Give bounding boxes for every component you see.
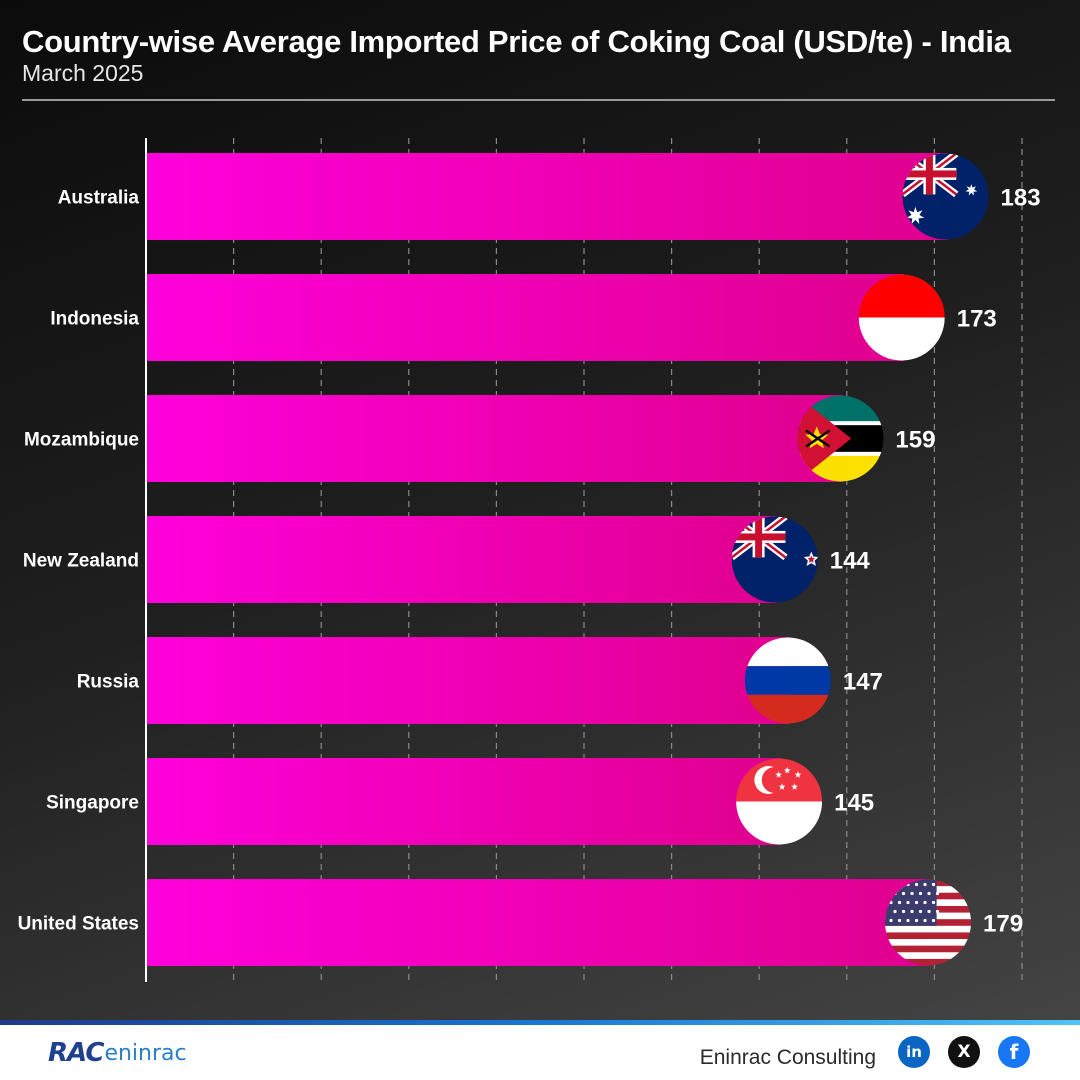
bar-mozambique [146,395,843,482]
united-states-flag-icon [885,879,972,966]
value-label: 173 [957,306,997,333]
bar-united-states [146,879,931,966]
linkedin-icon[interactable]: in [898,1036,930,1068]
mozambique-flag-icon [797,395,884,482]
new-zealand-flag-icon [731,516,818,603]
facebook-icon[interactable]: f [998,1036,1030,1068]
category-label: Indonesia [50,309,139,330]
bar-chart: Australia Indonesia Mozambique New Zealand R… [18,138,1041,982]
category-label: Russia [77,672,140,693]
bar-new-zealand [146,516,777,603]
bar-singapore [146,758,782,845]
category-label: United States [18,914,139,935]
singapore-flag-icon [736,758,823,845]
value-label: 147 [843,669,883,696]
eninrac-logo: RAC eninrac [48,1036,187,1070]
category-label: Australia [58,188,140,209]
category-label: Singapore [46,793,139,814]
category-label: Mozambique [24,430,139,451]
bar-indonesia [146,274,904,361]
chart-subtitle: March 2025 [22,60,144,86]
indonesia-flag-icon [858,274,945,361]
australia-flag-icon [902,153,989,240]
value-labels: 183 173 159 144 147 145 179 [830,185,1041,938]
footer: RAC eninrac Eninrac Consulting [0,1020,1080,1080]
bar-russia [146,637,790,724]
bar-australia [146,153,948,240]
chart-title: Country-wise Average Imported Price of C… [22,24,1011,59]
brand-name: Eninrac Consulting [699,1046,876,1069]
value-label: 144 [830,548,871,575]
value-label: 179 [983,911,1023,938]
x-icon[interactable]: X [948,1036,980,1068]
logo-eninrac-text: eninrac [104,1040,187,1066]
value-label: 159 [895,427,935,454]
logo-rac-text: RAC [48,1038,104,1068]
bars [146,153,948,966]
value-label: 183 [1001,185,1041,212]
title-divider [22,99,1055,101]
category-labels: Australia Indonesia Mozambique New Zealand R… [18,188,140,935]
category-label: New Zealand [23,551,139,572]
value-label: 145 [834,790,874,817]
footer-accent-bar [0,1020,1080,1025]
flags [731,153,989,966]
russia-flag-icon [744,637,831,724]
